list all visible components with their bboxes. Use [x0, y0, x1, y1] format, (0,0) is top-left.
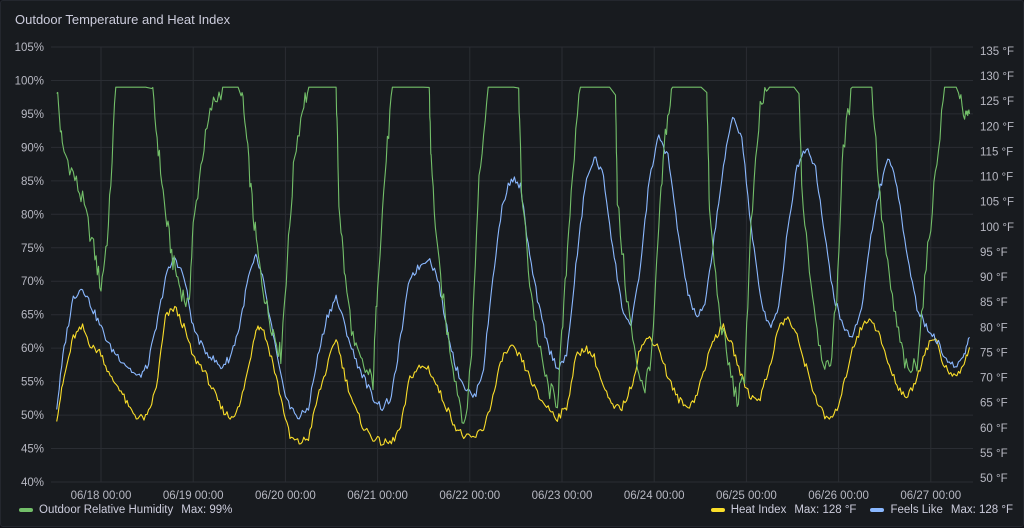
- x-axis-tick-label: 06/27 00:00: [900, 490, 961, 502]
- left-axis-tick-label: 75%: [21, 243, 44, 255]
- right-axis-tick-label: 60 °F: [980, 423, 1008, 435]
- x-axis-tick-label: 06/18 00:00: [71, 490, 132, 502]
- right-axis-tick-label: 50 °F: [980, 473, 1008, 485]
- right-axis-ticks: 50 °F 55 °F 60 °F 65 °F 70 °F 75 °F 80 °F 85 °F…: [980, 46, 1014, 485]
- left-axis-ticks: 40% 45% 50% 55% 60% 65% 70% 75% 80% 85% 90% 95% 100%…: [15, 42, 44, 489]
- left-axis-tick-label: 85%: [21, 176, 44, 188]
- series-line-feels-like: [56, 116, 970, 420]
- left-axis-tick-label: 95%: [21, 109, 44, 121]
- right-axis-tick-label: 70 °F: [980, 373, 1008, 385]
- legend-feels-like[interactable]: Feels Like Max: 128 °F: [870, 504, 1013, 516]
- legend-feels-like-max: Max: 128 °F: [950, 504, 1013, 516]
- legend-heat-index-swatch: [710, 508, 725, 512]
- series-line-heat-index: [56, 305, 971, 446]
- right-axis-tick-label: 85 °F: [980, 297, 1008, 309]
- x-axis-tick-label: 06/19 00:00: [163, 490, 224, 502]
- x-axis-ticks: 06/18 00:00 06/19 00:00 06/20 00:00 06/21 0…: [71, 490, 962, 502]
- panel-title[interactable]: Outdoor Temperature and Heat Index: [15, 12, 231, 27]
- left-axis-tick-label: 45%: [21, 444, 44, 456]
- right-axis-tick-label: 75 °F: [980, 347, 1008, 359]
- left-axis-tick-label: 55%: [21, 377, 44, 389]
- legend-heat-index-label: Heat Index: [730, 504, 787, 516]
- x-axis-tick-label: 06/20 00:00: [255, 490, 316, 502]
- legend-heat-index[interactable]: Heat Index Max: 128 °F: [710, 504, 857, 516]
- series-line-outdoor-relative-humidity: [56, 86, 971, 424]
- x-axis-tick-label: 06/24 00:00: [624, 490, 685, 502]
- right-axis-tick-label: 65 °F: [980, 398, 1008, 410]
- x-axis-tick-label: 06/26 00:00: [808, 490, 869, 502]
- left-axis-tick-label: 105%: [15, 42, 44, 54]
- left-axis-tick-label: 65%: [21, 310, 44, 322]
- grid-lines: [51, 46, 973, 483]
- left-axis-tick-label: 40%: [21, 477, 44, 489]
- legend-right-group: Heat Index Max: 128 °F Feels Like Max: 1…: [697, 504, 1013, 516]
- series-lines: [56, 86, 971, 446]
- right-axis-tick-label: 120 °F: [980, 121, 1014, 133]
- right-axis-tick-label: 110 °F: [980, 172, 1013, 184]
- legend-humidity-label: Outdoor Relative Humidity: [39, 504, 174, 516]
- left-axis-tick-label: 70%: [21, 276, 44, 288]
- right-axis-tick-label: 90 °F: [980, 272, 1008, 284]
- left-axis-tick-label: 50%: [21, 410, 44, 422]
- legend-humidity-swatch: [19, 508, 33, 512]
- left-axis-tick-label: 100%: [15, 75, 44, 87]
- right-axis-tick-label: 55 °F: [980, 448, 1008, 460]
- x-axis-tick-label: 06/22 00:00: [439, 490, 500, 502]
- legend-humidity-max: Max: 99%: [181, 504, 233, 516]
- right-axis-tick-label: 105 °F: [980, 197, 1014, 209]
- left-axis-tick-label: 80%: [21, 209, 44, 221]
- right-axis-tick-label: 115 °F: [980, 146, 1013, 158]
- x-axis-tick-label: 06/21 00:00: [347, 490, 408, 502]
- right-axis-tick-label: 130 °F: [980, 71, 1014, 83]
- left-axis-tick-label: 90%: [21, 142, 44, 154]
- legend-humidity[interactable]: Outdoor Relative Humidity Max: 99%: [19, 504, 232, 516]
- right-axis-tick-label: 135 °F: [980, 46, 1014, 58]
- right-axis-tick-label: 95 °F: [980, 247, 1008, 259]
- legend-heat-index-max: Max: 128 °F: [794, 504, 857, 516]
- right-axis-tick-label: 100 °F: [980, 222, 1014, 234]
- legend-feels-like-swatch: [870, 508, 885, 512]
- left-axis-tick-label: 60%: [21, 343, 44, 355]
- x-axis-tick-label: 06/23 00:00: [532, 490, 593, 502]
- legend-feels-like-label: Feels Like: [890, 504, 943, 516]
- x-axis-tick-label: 06/25 00:00: [716, 490, 777, 502]
- right-axis-tick-label: 80 °F: [980, 322, 1008, 334]
- right-axis-tick-label: 125 °F: [980, 96, 1014, 108]
